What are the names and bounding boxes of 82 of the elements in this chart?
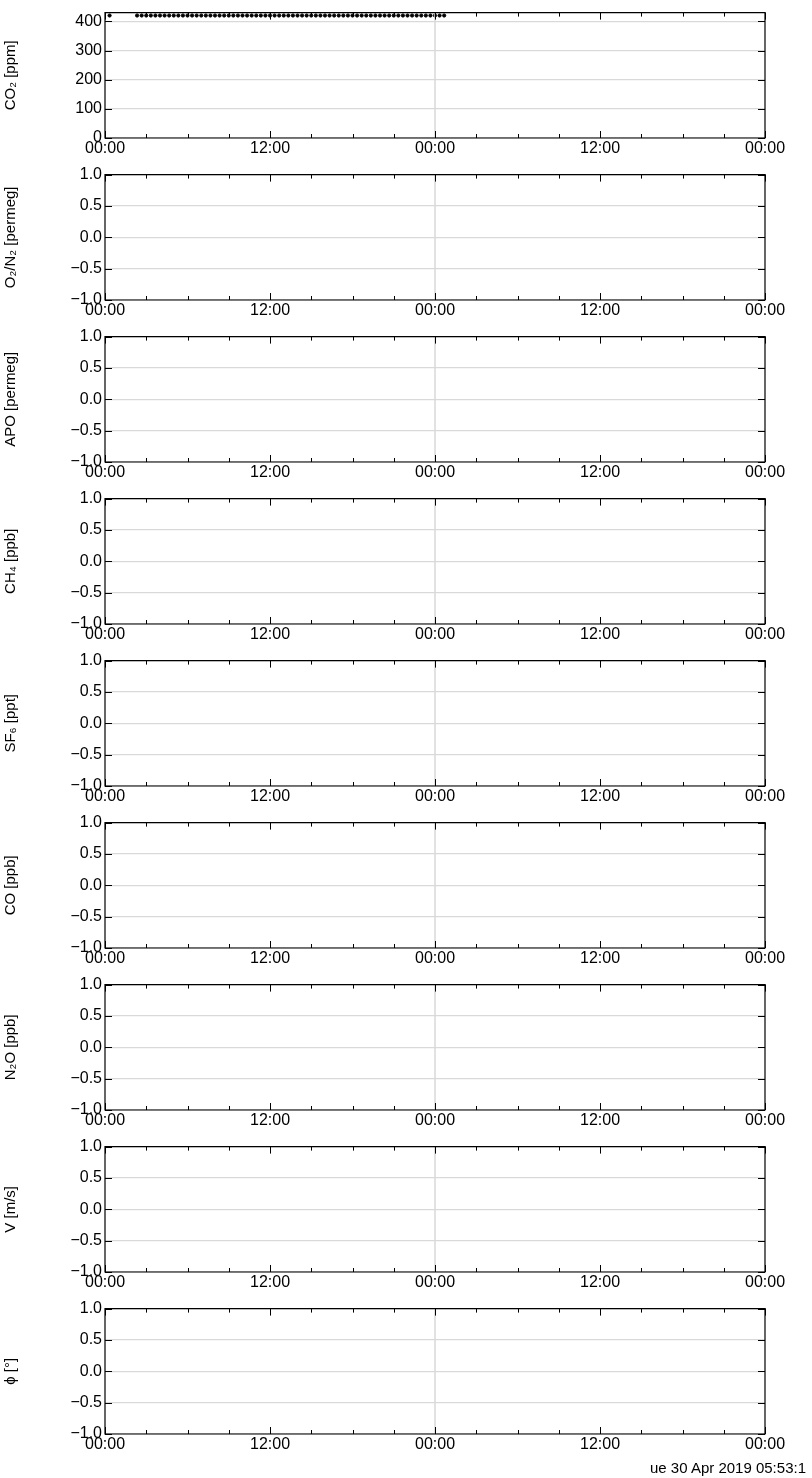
y-tick-label: 1.0 [79, 651, 103, 669]
y-axis-title: O₂/N₂ [permeg] [1, 186, 19, 289]
x-tick-label: 00:00 [744, 949, 786, 967]
y-tick-label: 0.0 [79, 1361, 103, 1379]
y-axis-title: CO [ppb] [1, 855, 19, 916]
y-tick-label: 0.0 [79, 1037, 103, 1055]
y-tick-label: −0.5 [70, 745, 103, 763]
y-axis-title: CO₂ [ppm] [1, 40, 19, 111]
x-tick-label: 00:00 [744, 1111, 786, 1129]
text: ue 30 Apr 2019 05:53:1 [649, 1458, 807, 1478]
y-tick-label: −0.5 [70, 1393, 103, 1411]
x-tick-label: 12:00 [249, 625, 291, 643]
x-tick-label: 00:00 [744, 625, 786, 643]
y-tick-label: 0.0 [79, 389, 103, 407]
x-tick-label: 12:00 [579, 625, 621, 643]
x-tick-label: 12:00 [249, 949, 291, 967]
y-tick-label: −0.5 [70, 583, 103, 601]
x-tick-label: 00:00 [414, 625, 456, 643]
y-tick-label: −0.5 [70, 1069, 103, 1087]
y-tick-label: −0.5 [70, 1231, 103, 1249]
y-tick-label: 1.0 [79, 165, 103, 183]
x-tick-label: 00:00 [744, 463, 786, 481]
x-tick-label: 12:00 [579, 787, 621, 805]
y-tick-label: 0.5 [79, 682, 103, 700]
y-tick-label: 1.0 [79, 1137, 103, 1155]
x-tick-label: 00:00 [744, 787, 786, 805]
y-tick-label: 0.5 [79, 844, 103, 862]
x-tick-label: 00:00 [414, 1273, 456, 1291]
x-tick-label: 12:00 [249, 1111, 291, 1129]
y-tick-label: 0.0 [79, 713, 103, 731]
x-tick-label: 12:00 [249, 139, 291, 157]
x-tick-label: 12:00 [579, 301, 621, 319]
y-tick-label: 0.0 [79, 551, 103, 569]
x-tick-label: 12:00 [579, 139, 621, 157]
x-tick-label: 00:00 [414, 949, 456, 967]
y-tick-label: 0.5 [79, 1168, 103, 1186]
x-tick-label: 00:00 [414, 139, 456, 157]
y-axis-title: SF₆ [ppt] [1, 694, 19, 753]
y-axis-title: N₂O [ppb] [1, 1014, 19, 1081]
x-tick-label: 00:00 [744, 301, 786, 319]
y-axis-title: ϕ [°] [1, 1357, 19, 1385]
y-tick-label: 1.0 [79, 327, 103, 345]
x-tick-label: 12:00 [249, 787, 291, 805]
y-tick-label: 0.5 [79, 1006, 103, 1024]
x-tick-label: 12:00 [579, 1435, 621, 1453]
y-axis-title: APO [permeg] [1, 351, 19, 447]
x-tick-label: 12:00 [249, 1435, 291, 1453]
x-tick-label: 00:00 [744, 1273, 786, 1291]
x-tick-label: 12:00 [579, 463, 621, 481]
x-tick-label: 00:00 [414, 1435, 456, 1453]
x-tick-label: 00:00 [744, 139, 786, 157]
y-axis-title: V [m/s] [1, 1185, 19, 1233]
y-tick-label: 300 [75, 40, 103, 58]
y-tick-label: 0.5 [79, 1330, 103, 1348]
y-tick-label: −0.5 [70, 421, 103, 439]
y-axis-title: CH₄ [ppb] [1, 528, 19, 594]
y-tick-label: 1.0 [79, 489, 103, 507]
x-tick-label: 00:00 [414, 1111, 456, 1129]
x-tick-label: 00:00 [414, 463, 456, 481]
y-tick-label: 0.5 [79, 520, 103, 538]
y-tick-label: 0.0 [79, 1199, 103, 1217]
y-tick-label: −0.5 [70, 907, 103, 925]
y-tick-label: −0.5 [70, 259, 103, 277]
y-tick-label: 1.0 [79, 1299, 103, 1317]
y-tick-label: 0.0 [79, 227, 103, 245]
x-tick-label: 12:00 [249, 301, 291, 319]
y-tick-label: 400 [75, 11, 103, 29]
y-tick-label: 0.5 [79, 196, 103, 214]
x-tick-label: 00:00 [414, 787, 456, 805]
y-tick-label: 100 [75, 99, 103, 117]
y-tick-label: 1.0 [79, 975, 103, 993]
y-tick-label: 0.0 [79, 875, 103, 893]
x-tick-label: 12:00 [579, 1273, 621, 1291]
x-tick-label: 00:00 [414, 301, 456, 319]
y-tick-label: 0.5 [79, 358, 103, 376]
x-tick-label: 12:00 [249, 463, 291, 481]
y-tick-label: 1.0 [79, 813, 103, 831]
x-tick-label: 12:00 [249, 1273, 291, 1291]
x-tick-label: 12:00 [579, 1111, 621, 1129]
x-tick-label: 12:00 [579, 949, 621, 967]
x-tick-label: 00:00 [744, 1435, 786, 1453]
y-tick-label: 200 [75, 70, 103, 88]
